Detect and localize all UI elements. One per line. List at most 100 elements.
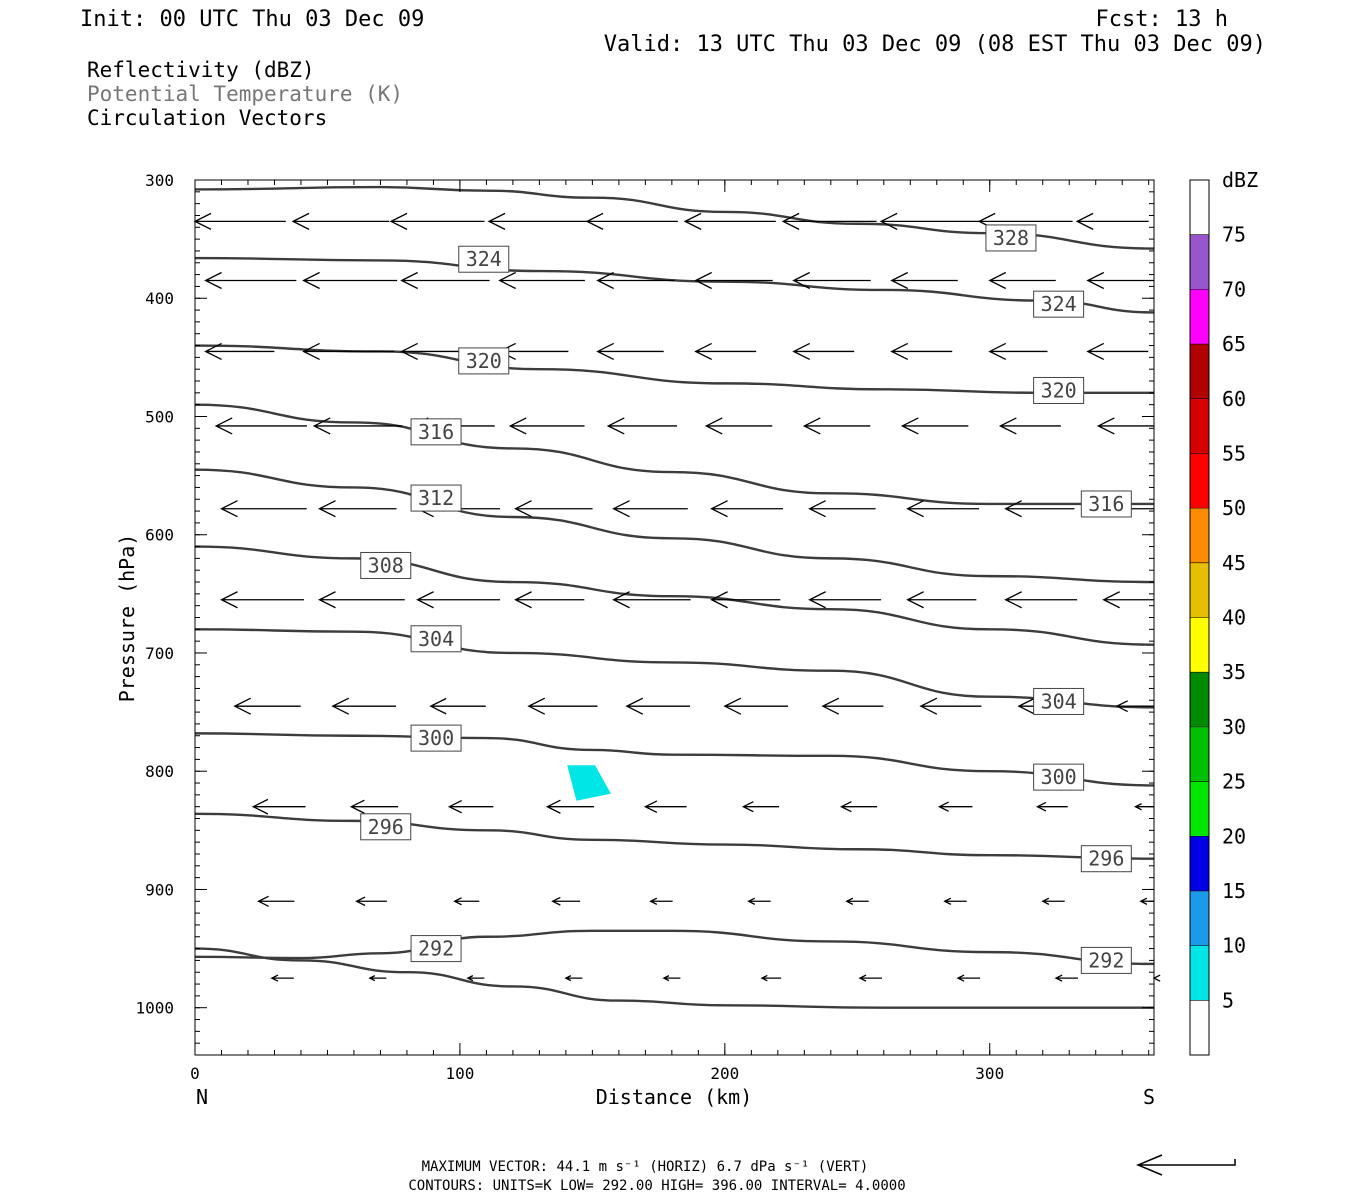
wind-vector — [233, 697, 301, 715]
contour-label-292: 292 — [418, 937, 454, 961]
wind-vector — [1054, 974, 1078, 982]
contour-label-304: 304 — [418, 627, 454, 651]
wind-vector — [400, 271, 490, 290]
theta-contour-316 — [194, 403, 1154, 506]
wind-vector — [747, 897, 771, 905]
wind-vector — [302, 342, 395, 361]
colorbar-title: dBZ — [1222, 168, 1258, 192]
contour-label-304: 304 — [1041, 689, 1077, 713]
wind-vector — [802, 417, 871, 435]
wind-vector — [596, 342, 664, 361]
contour-label-box — [1080, 946, 1132, 974]
wind-vector — [988, 271, 1056, 290]
colorbar-label: 35 — [1222, 660, 1246, 684]
wind-vector — [318, 591, 405, 609]
wind-vector — [906, 591, 977, 609]
wind-vector — [220, 500, 307, 518]
wind-vector — [214, 417, 307, 435]
field-label-reflectivity: Reflectivity (dBZ) — [87, 58, 315, 82]
wind-vector — [1086, 271, 1154, 290]
plot-area: 328 324 324 320 320 316 316 312 308 304 304 300 300 2… — [135, 171, 1161, 1083]
wind-vector — [683, 212, 776, 230]
wind-vector — [251, 798, 306, 815]
wind-vector — [1096, 417, 1154, 435]
wind-vector — [368, 975, 387, 982]
contour-label-316: 316 — [418, 420, 454, 444]
colorbar: 5 10 15 20 25 30 35 40 45 50 55 60 65 70 75 — [1189, 179, 1246, 1056]
wind-vector — [498, 271, 585, 290]
colorbar-label: 45 — [1222, 551, 1246, 575]
wind-vector — [858, 974, 882, 982]
wind-vector — [808, 591, 882, 609]
wind-vector — [447, 799, 494, 814]
reference-vector-arrow — [1136, 1154, 1236, 1176]
wind-vector — [331, 697, 397, 715]
colorbar-label: 10 — [1222, 934, 1246, 958]
plot-frame — [194, 179, 1155, 1056]
wind-vector — [792, 271, 871, 290]
theta-contour-312 — [194, 468, 1155, 584]
wind-vector — [710, 500, 784, 518]
wind-vector — [1102, 591, 1154, 609]
colorbar-swatch — [1190, 890, 1209, 946]
wind-vector — [879, 212, 981, 230]
colorbar-label: 25 — [1222, 770, 1246, 794]
contour-label-box — [410, 625, 462, 653]
wind-vector — [998, 417, 1061, 435]
wind-vector — [612, 500, 688, 518]
colorbar-label: 30 — [1222, 715, 1246, 739]
contour-label-300: 300 — [418, 726, 454, 750]
theta-contour-296 — [194, 812, 1155, 860]
contour-label-box — [1080, 845, 1132, 873]
contours-note: CONTOURS: UNITS=K LOW= 292.00 HIGH= 396.… — [408, 1178, 905, 1194]
colorbar-label: 15 — [1222, 879, 1246, 903]
colorbar-swatch — [1190, 672, 1209, 727]
wind-vector — [792, 342, 855, 361]
wind-vector — [551, 896, 581, 906]
colorbar-swatch — [1190, 508, 1209, 563]
colorbar-swatch — [1190, 781, 1209, 837]
theta-contour-320 — [194, 344, 1154, 395]
contour-label-316: 316 — [1088, 492, 1124, 516]
colorbar-swatch — [1190, 398, 1209, 454]
x-axis-ticks: 0 100 200 300 — [190, 180, 1004, 1083]
contour-label-312: 312 — [418, 486, 454, 510]
contour-label-320: 320 — [1041, 378, 1077, 402]
forecast-hour: Fcst: 13 h — [1096, 7, 1228, 32]
wind-vector — [1115, 700, 1154, 713]
wind-vector — [612, 591, 691, 609]
wind-vector — [723, 697, 789, 715]
wind-vector — [821, 697, 884, 715]
wind-vector — [694, 342, 757, 361]
wind-vector — [839, 801, 878, 813]
theta-contour-sfc — [194, 947, 1155, 1009]
colorbar-label: 65 — [1222, 332, 1246, 356]
colorbar-swatch — [1190, 562, 1209, 618]
y-tick-label: 1000 — [135, 999, 174, 1018]
contour-label-box — [1033, 763, 1085, 791]
wind-vector — [694, 271, 773, 290]
wind-vector — [704, 417, 773, 435]
contour-label-328: 328 — [993, 226, 1029, 250]
wind-vector — [564, 975, 583, 982]
valid-time: Valid: 13 UTC Thu 03 Dec 09 (08 EST Thu … — [604, 32, 1266, 57]
reflectivity-cell — [567, 765, 611, 801]
theta-contour-292 — [194, 929, 1155, 966]
wind-vector — [585, 212, 678, 230]
wind-vector — [312, 417, 403, 435]
wind-vector — [1086, 342, 1149, 361]
colorbar-swatch — [1190, 344, 1209, 399]
wind-vector — [514, 500, 593, 518]
wind-vector — [545, 799, 595, 814]
wind-vector — [741, 801, 780, 813]
wind-vector — [781, 212, 877, 230]
field-label-theta: Potential Temperature (K) — [87, 82, 403, 106]
wind-vector — [919, 697, 982, 715]
wind-vector — [416, 591, 501, 609]
wind-vector — [900, 417, 969, 435]
wind-vector — [318, 500, 397, 518]
x-axis-end-right: S — [1143, 1085, 1155, 1109]
y-tick-label: 600 — [145, 526, 174, 545]
colorbar-swatch — [1190, 617, 1209, 673]
